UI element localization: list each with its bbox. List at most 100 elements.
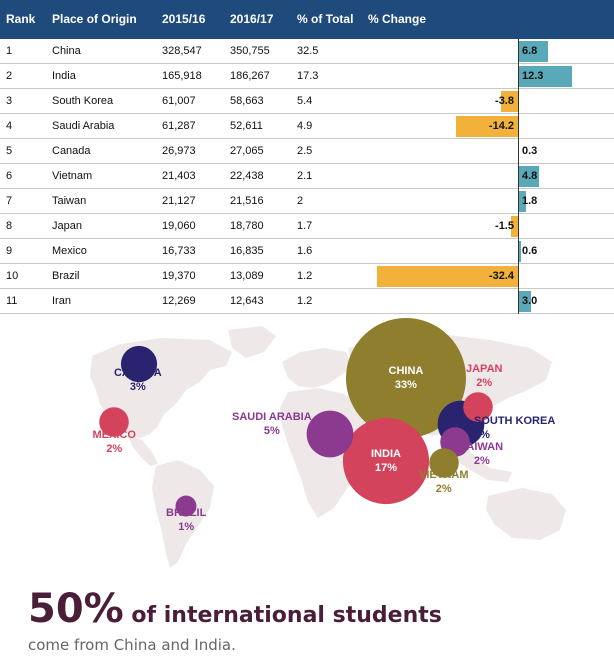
bubble-percent: 17% (374, 462, 397, 474)
change-label: 0.3 (522, 145, 538, 157)
percent-total-cell: 1.2 (297, 295, 313, 307)
bubble-label-mexico: MEXICO 2% (93, 428, 136, 456)
bubble-percent: 2% (106, 443, 123, 455)
row-divider (0, 113, 614, 114)
bubble-label-brazil: BRAZIL 1% (166, 506, 206, 534)
header-percent-change: % Change (368, 12, 427, 26)
bubble-name: SOUTH KOREA (474, 415, 556, 427)
value-2016-17-cell: 12,643 (230, 295, 264, 307)
bubble-layer (99, 318, 493, 517)
bubble-label-south-korea: SOUTH KOREA 5% (474, 414, 555, 442)
bubble-canada (120, 345, 158, 383)
country-cell: Canada (52, 145, 91, 157)
header-percent-total: % of Total (297, 12, 354, 26)
world-map (90, 318, 566, 568)
bubble-vietnam (429, 448, 459, 478)
bubble-name: BRAZIL (166, 507, 207, 519)
bubble-percent: 33% (394, 379, 417, 391)
value-2016-17-cell: 22,438 (230, 170, 264, 182)
australia-landmass (486, 488, 566, 540)
country-cell: China (52, 45, 81, 57)
change-label: 4.8 (522, 170, 538, 182)
rank-cell: 9 (6, 245, 13, 257)
bubble-name: VIETNAM (419, 469, 469, 481)
row-divider (0, 288, 614, 289)
bubble-name: CHINA (388, 365, 424, 377)
row-divider (0, 313, 614, 314)
footer-callout: 50% of international students come from … (28, 586, 588, 661)
value-2016-17-cell: 13,089 (230, 270, 264, 282)
bubble-name: CANADA (114, 367, 162, 379)
change-label: -14.2 (488, 120, 514, 132)
value-2016-17-cell: 21,516 (230, 195, 264, 207)
value-2015-16-cell: 21,403 (162, 170, 196, 182)
bubble-label-china: CHINA 33% (389, 364, 424, 392)
rank-cell: 3 (6, 95, 13, 107)
country-cell: Vietnam (52, 170, 93, 182)
change-bar (518, 241, 521, 262)
value-2015-16-cell: 61,007 (162, 95, 196, 107)
bubble-name: MEXICO (92, 429, 136, 441)
change-label: 0.6 (522, 245, 538, 257)
value-2016-17-cell: 58,663 (230, 95, 264, 107)
bubble-label-japan: JAPAN 2% (466, 362, 502, 390)
bubble-percent: 5% (474, 429, 490, 441)
world-bubble-map: CHINA 33% INDIA 17% SOUTH KOREA 5% SAUDI ARABI… (0, 318, 614, 661)
header-origin: Place of Origin (52, 12, 137, 26)
value-2015-16-cell: 61,287 (162, 120, 196, 132)
table-row: 11 Iran 12,269 12,643 1.2 3.0 (0, 289, 614, 314)
change-label: -3.8 (495, 95, 514, 107)
header-2015-16: 2015/16 (162, 12, 206, 26)
rank-cell: 8 (6, 220, 13, 232)
country-cell: Iran (52, 295, 71, 307)
bubble-percent: 3% (129, 381, 146, 393)
bubble-percent: 5% (263, 425, 280, 437)
bubble-label-saudi-arabia: SAUDI ARABIA 5% (232, 410, 312, 438)
row-divider (0, 213, 614, 214)
change-zero-axis (518, 39, 519, 314)
bubble-brazil (175, 495, 197, 517)
bubble-percent: 2% (476, 377, 493, 389)
change-bar (518, 291, 532, 312)
change-bar (518, 191, 526, 212)
bubble-name: TAIWAN (460, 441, 504, 453)
value-2015-16-cell: 19,060 (162, 220, 196, 232)
percent-total-cell: 2.5 (297, 145, 313, 157)
bubble-name: JAPAN (466, 363, 503, 375)
change-label: 3.0 (522, 295, 538, 307)
change-label: 1.8 (522, 195, 538, 207)
value-2015-16-cell: 12,269 (162, 295, 196, 307)
value-2015-16-cell: 21,127 (162, 195, 196, 207)
percent-total-cell: 1.6 (297, 245, 313, 257)
greenland-landmass (228, 326, 276, 358)
rank-cell: 7 (6, 195, 13, 207)
country-cell: Mexico (52, 245, 87, 257)
table-row: 6 Vietnam 21,403 22,438 2.1 4.8 (0, 164, 614, 189)
value-2015-16-cell: 328,547 (162, 45, 202, 57)
row-divider (0, 138, 614, 139)
bubble-label-vietnam: VIETNAM 2% (419, 468, 469, 496)
row-divider (0, 63, 614, 64)
table-row: 7 Taiwan 21,127 21,516 2 1.8 (0, 189, 614, 214)
row-divider (0, 163, 614, 164)
rank-cell: 6 (6, 170, 13, 182)
country-cell: Brazil (52, 270, 80, 282)
table-header: Rank Place of Origin 2015/16 2016/17 % o… (0, 0, 614, 39)
subline: come from China and India. (28, 636, 236, 654)
bubble-japan (463, 392, 493, 422)
row-divider (0, 188, 614, 189)
header-2016-17: 2016/17 (230, 12, 274, 26)
big-stat: 50% (28, 586, 124, 632)
value-2015-16-cell: 16,733 (162, 245, 196, 257)
rank-cell: 2 (6, 70, 13, 82)
rank-cell: 4 (6, 120, 13, 132)
value-2016-17-cell: 27,065 (230, 145, 264, 157)
value-2015-16-cell: 165,918 (162, 70, 202, 82)
headline: of international students (123, 603, 442, 628)
table-row: 10 Brazil 19,370 13,089 1.2 -32.4 (0, 264, 614, 289)
change-bar (456, 116, 518, 137)
country-cell: Saudi Arabia (52, 120, 115, 132)
value-2015-16-cell: 19,370 (162, 270, 196, 282)
bubble-percent: 2% (473, 455, 490, 467)
header-rank: Rank (6, 12, 36, 26)
